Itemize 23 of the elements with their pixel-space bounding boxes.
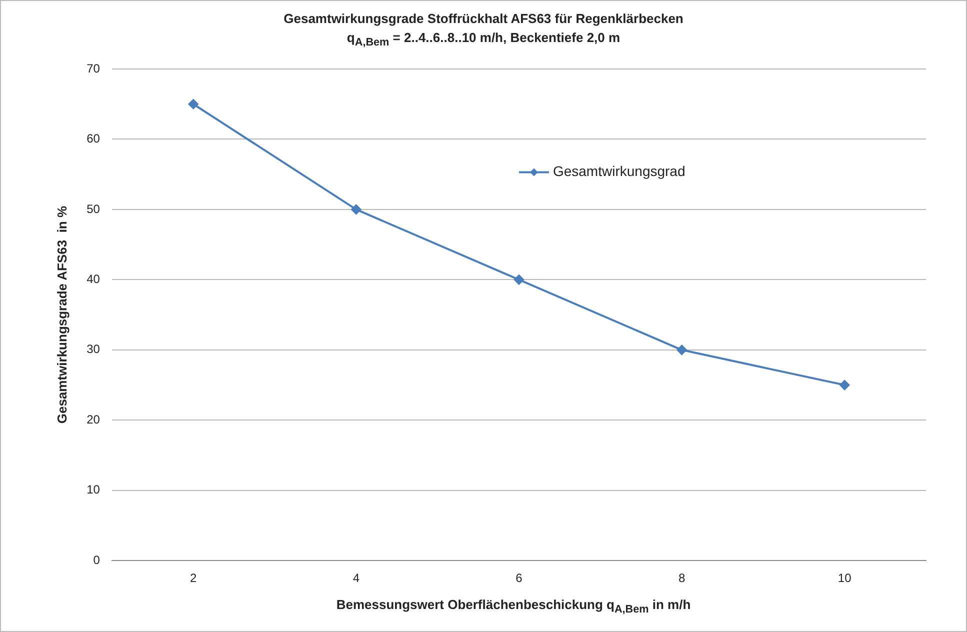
y-tick-label: 70 — [86, 61, 100, 76]
y-tick-label: 20 — [86, 412, 100, 426]
y-tick-label: 40 — [86, 272, 100, 286]
chart-subtitle: q$_{A,Bem}$ = 2..4..6..8..10 m/h, Beckentiefe 2,0 m — [346, 29, 622, 51]
x-axis-title: Bemessungswert Oberflächenbeschickung q$_{A,Bem}$ in m/h — [335, 597, 692, 616]
y-tick-label: 30 — [86, 342, 100, 356]
x-tick-label: 8 — [678, 571, 686, 586]
point — [840, 380, 850, 390]
point — [514, 274, 524, 285]
x-tick-label: 6 — [516, 571, 523, 586]
x-tick-label: 4 — [352, 571, 360, 586]
point — [351, 204, 362, 214]
point — [676, 344, 687, 355]
y-tick-label: 0 — [93, 552, 100, 567]
y-axis-title: Gesamtwirkungsgrade AFS63 in % — [54, 206, 70, 424]
point — [188, 99, 198, 110]
x-tick-label: 2 — [190, 571, 198, 586]
y-tick-label: 50 — [86, 202, 100, 216]
legend-label: Gesamtwirkungsgrad — [552, 163, 686, 180]
y-tick-label: 10 — [86, 482, 100, 497]
chart-title: Gesamtwirkungsgrade Stoffrückhalt AFS63 für Regenklärbecken — [282, 10, 684, 28]
x-tick-label: 10 — [838, 571, 852, 586]
y-tick-label: 60 — [86, 132, 100, 146]
